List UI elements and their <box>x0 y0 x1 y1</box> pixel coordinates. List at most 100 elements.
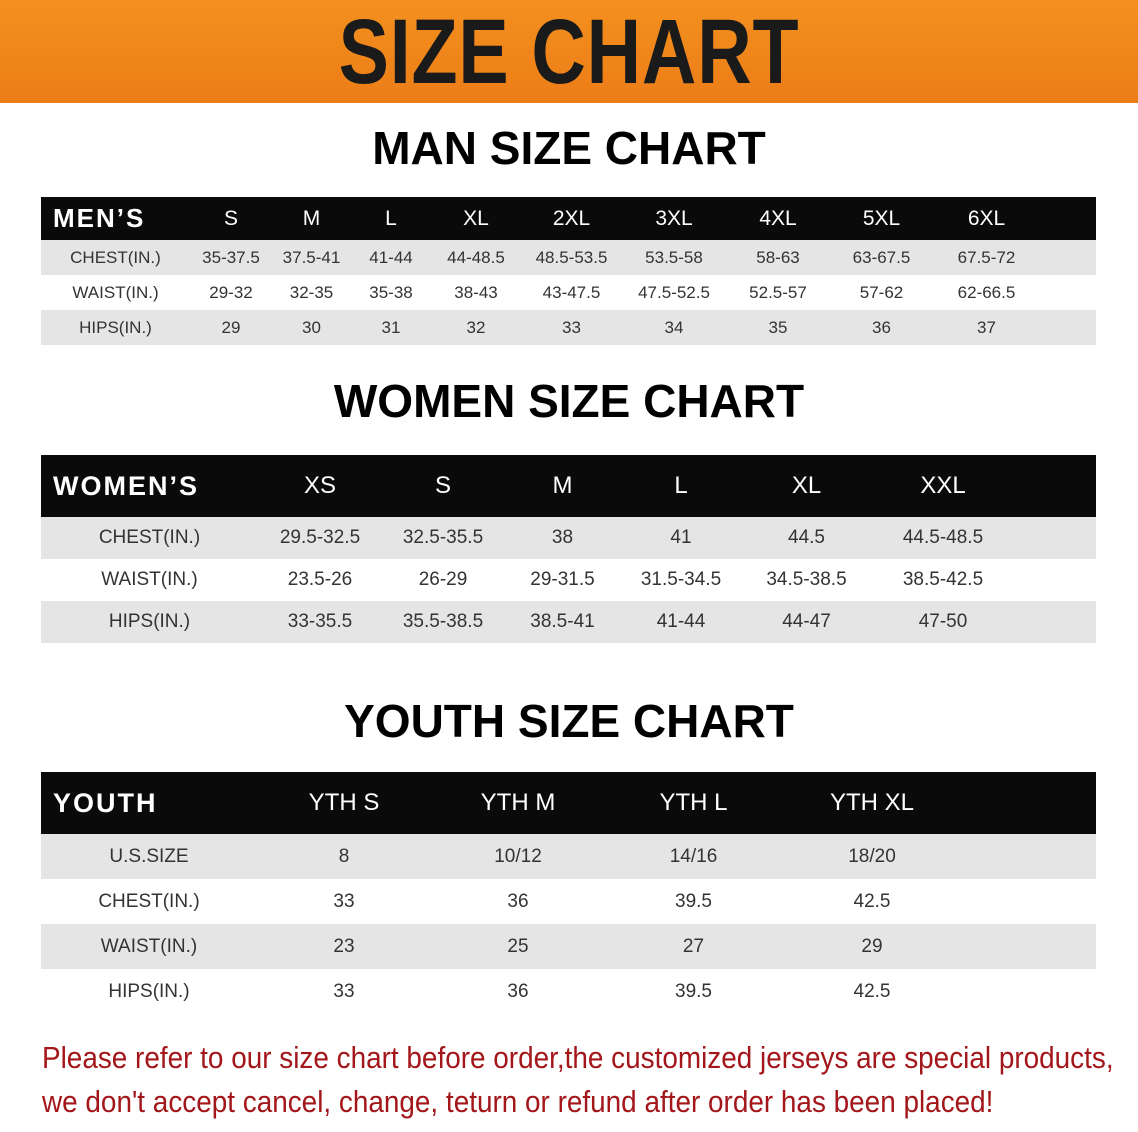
women-section-title: WOMEN SIZE CHART <box>333 375 805 427</box>
row-label: WAIST(IN.) <box>101 569 198 590</box>
measurement-cell: 30 <box>272 310 351 345</box>
size-header: XXL <box>872 455 1014 517</box>
women-size-table: WOMEN’S XS S M L XL XXL CHEST(IN.) 29.5-32.5 32.5… <box>41 455 1096 643</box>
row-spacer <box>1014 559 1096 601</box>
measurement-cell: 53.5-58 <box>622 240 726 275</box>
measurement-cell: 29.5-32.5 <box>258 517 382 559</box>
header-spacer <box>1014 455 1096 517</box>
measurement-cell: 57-62 <box>859 282 904 302</box>
measurement-cell: 36 <box>830 310 933 345</box>
size-header: 5XL <box>830 197 933 240</box>
measurement-cell: 18/20 <box>782 834 962 879</box>
order-notice: Please refer to our size chart before or… <box>42 1036 1114 1124</box>
measurement-cell: 35.5-38.5 <box>382 601 504 643</box>
measurement-cell: 39.5 <box>675 980 712 1002</box>
size-header: L <box>351 197 431 240</box>
measurement-cell: 38-43 <box>454 282 498 302</box>
measurement-cell: 29 <box>782 924 962 969</box>
table-row: U.S.SIZE 8 10/12 14/16 18/20 <box>41 834 1096 879</box>
measurement-cell: 43-47.5 <box>542 282 601 302</box>
measurement-cell: 29-31.5 <box>530 569 595 590</box>
measurement-cell: 33-35.5 <box>258 601 382 643</box>
measurement-cell: 52.5-57 <box>749 282 807 302</box>
table-header-label: MEN’S <box>41 197 190 240</box>
measurement-cell: 38 <box>504 517 621 559</box>
measurement-cell: 25 <box>431 924 605 969</box>
size-header: L <box>621 455 741 517</box>
measurement-cell: 26-29 <box>418 569 468 590</box>
measurement-cell: 33 <box>333 890 355 912</box>
table-header-row: WOMEN’S XS S M L XL XXL <box>41 455 1096 517</box>
measurement-cell: 48.5-53.5 <box>521 240 622 275</box>
row-spacer <box>1014 601 1096 643</box>
order-notice-line-1: Please refer to our size chart before or… <box>42 1040 1114 1075</box>
size-header: XS <box>258 455 382 517</box>
row-spacer <box>962 879 1096 924</box>
table-row: HIPS(IN.) 33-35.5 35.5-38.5 38.5-41 41-44 44-… <box>41 601 1096 643</box>
row-spacer <box>1040 240 1096 275</box>
measurement-cell: 14/16 <box>605 834 782 879</box>
table-row: CHEST(IN.) 33 36 39.5 42.5 <box>41 879 1096 924</box>
size-header: XL <box>431 197 521 240</box>
table-header-row: MEN’S S M L XL 2XL 3XL 4XL 5XL 6XL <box>41 197 1096 240</box>
size-header: YTH XL <box>782 772 962 834</box>
measurement-cell: 8 <box>257 834 431 879</box>
row-spacer <box>962 924 1096 969</box>
size-header: S <box>382 455 504 517</box>
row-spacer <box>962 969 1096 1014</box>
size-header: M <box>504 455 621 517</box>
measurement-cell: 37 <box>933 310 1040 345</box>
table-row: WAIST(IN.) 23.5-26 26-29 29-31.5 31.5-34.5 34… <box>41 559 1096 601</box>
measurement-cell: 34 <box>622 310 726 345</box>
measurement-cell: 23 <box>257 924 431 969</box>
measurement-cell: 38.5-42.5 <box>902 569 984 590</box>
row-label: U.S.SIZE <box>41 834 257 879</box>
size-header: YTH S <box>257 772 431 834</box>
measurement-cell: 35-38 <box>369 282 413 302</box>
header-banner: SIZE CHART <box>0 0 1138 103</box>
table-header-label: WOMEN’S <box>41 455 258 517</box>
men-size-table: MEN’S S M L XL 2XL 3XL 4XL 5XL 6XL CHEST(IN.) 35-37… <box>41 197 1096 345</box>
size-header: 4XL <box>726 197 830 240</box>
banner-title: SIZE CHART <box>338 1 800 103</box>
measurement-cell: 42.5 <box>853 980 891 1002</box>
measurement-cell: 63-67.5 <box>830 240 933 275</box>
row-spacer <box>1040 275 1096 310</box>
size-header: 3XL <box>622 197 726 240</box>
row-label: CHEST(IN.) <box>41 240 190 275</box>
measurement-cell: 62-66.5 <box>957 282 1016 302</box>
measurement-cell: 44-48.5 <box>431 240 521 275</box>
row-label: WAIST(IN.) <box>72 282 159 302</box>
measurement-cell: 35-37.5 <box>190 240 272 275</box>
size-header: M <box>272 197 351 240</box>
size-header: YTH L <box>605 772 782 834</box>
size-header: 6XL <box>933 197 1040 240</box>
row-label: WAIST(IN.) <box>41 924 257 969</box>
size-header: XL <box>741 455 872 517</box>
header-spacer <box>1040 197 1096 240</box>
measurement-cell: 67.5-72 <box>933 240 1040 275</box>
youth-section-title: YOUTH SIZE CHART <box>344 695 794 747</box>
measurement-cell: 36 <box>507 980 529 1002</box>
measurement-cell: 34.5-38.5 <box>766 569 847 590</box>
table-row: HIPS(IN.) 33 36 39.5 42.5 <box>41 969 1096 1014</box>
size-header: YTH M <box>431 772 605 834</box>
measurement-cell: 39.5 <box>675 890 712 912</box>
measurement-cell: 44.5-48.5 <box>872 517 1014 559</box>
measurement-cell: 35 <box>726 310 830 345</box>
measurement-cell: 29-32 <box>209 282 253 302</box>
measurement-cell: 41-44 <box>351 240 431 275</box>
measurement-cell: 33 <box>333 980 355 1002</box>
row-label: HIPS(IN.) <box>108 980 190 1002</box>
measurement-cell: 10/12 <box>431 834 605 879</box>
youth-size-table: YOUTH YTH S YTH M YTH L YTH XL U.S.SIZE 8 10/12… <box>41 772 1096 1014</box>
measurement-cell: 38.5-41 <box>504 601 621 643</box>
measurement-cell: 41-44 <box>621 601 741 643</box>
men-section-title: MAN SIZE CHART <box>372 122 766 174</box>
measurement-cell: 44-47 <box>741 601 872 643</box>
table-row: CHEST(IN.) 35-37.5 37.5-41 41-44 44-48.5 48.5… <box>41 240 1096 275</box>
row-spacer <box>1040 310 1096 345</box>
order-notice-line-2: we don't accept cancel, change, teturn o… <box>42 1084 994 1119</box>
measurement-cell: 58-63 <box>726 240 830 275</box>
measurement-cell: 27 <box>605 924 782 969</box>
